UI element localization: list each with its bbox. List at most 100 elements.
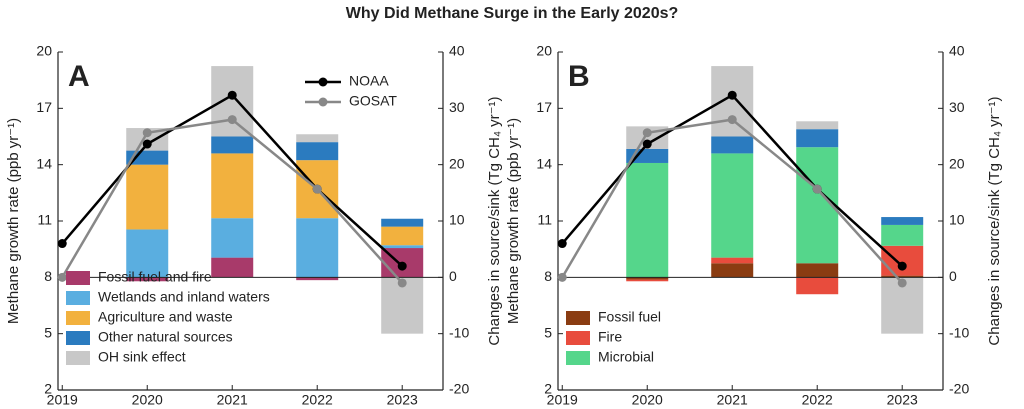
bar-segment: [711, 66, 754, 137]
y2-tick-label: 10: [449, 212, 465, 228]
x-tick-label: 2021: [717, 392, 748, 408]
line-marker: [312, 184, 322, 194]
y2-tick-label: 40: [449, 43, 465, 59]
bar-segment: [296, 218, 339, 278]
bar-segment: [711, 136, 754, 154]
y-tick-label: 20: [536, 43, 552, 59]
y2-tick-label: 20: [949, 155, 965, 171]
legend-swatch: [566, 311, 590, 325]
bar-segment: [711, 257, 754, 264]
y-tick-label: 17: [536, 99, 552, 115]
y-tick-label: 5: [544, 324, 552, 340]
legend-label: Agriculture and waste: [98, 309, 233, 325]
x-tick-label: 2023: [887, 392, 918, 408]
bar-segment: [211, 136, 254, 154]
bar-segment: [881, 245, 924, 276]
legend-swatch: [66, 291, 90, 305]
bar-segment: [211, 153, 254, 219]
bar-segment: [881, 275, 924, 278]
y-tick-label: 14: [536, 155, 552, 171]
bar-segment: [381, 226, 424, 246]
y-tick-label: 11: [37, 212, 52, 228]
legend-swatch: [66, 351, 90, 365]
x-tick-label: 2022: [302, 392, 333, 408]
chart-title: Why Did Methane Surge in the Early 2020s…: [346, 5, 679, 22]
line-marker: [227, 90, 237, 100]
legend-label: Fossil fuel: [598, 309, 661, 325]
bar-segment: [126, 150, 169, 165]
bar-segment: [381, 218, 424, 227]
legend-label: Fire: [598, 329, 622, 345]
y2-tick-label: 0: [449, 268, 457, 284]
y-tick-label: 8: [544, 268, 552, 284]
legend-swatch: [66, 271, 90, 285]
y-tick-label: 14: [36, 155, 52, 171]
bar-segment: [881, 217, 924, 225]
bar-segment: [626, 162, 669, 278]
line-marker: [727, 115, 737, 125]
x-tick-label: 2019: [547, 392, 578, 408]
bar-segment: [711, 153, 754, 258]
bar-segment: [126, 229, 169, 278]
legend-marker: [318, 77, 328, 87]
y2-tick-label: 0: [949, 268, 957, 284]
y-tick-label: 2: [44, 381, 52, 397]
x-tick-label: 2020: [132, 392, 163, 408]
bar-segment: [711, 263, 754, 278]
panel-label: A: [68, 60, 90, 93]
line-marker: [397, 261, 407, 271]
x-tick-label: 2019: [47, 392, 78, 408]
y2-tick-label: 30: [449, 99, 465, 115]
legend-swatch: [566, 351, 590, 365]
y-axis-label: Methane growth rate (ppb yr⁻¹): [5, 118, 22, 324]
line-marker: [57, 272, 67, 282]
legend-marker: [318, 97, 328, 107]
bar-segment: [881, 224, 924, 246]
y2-tick-label: -20: [949, 381, 969, 397]
x-tick-label: 2020: [632, 392, 663, 408]
bar-segment: [126, 164, 169, 230]
bar-segment: [296, 142, 339, 161]
y2-tick-label: 30: [949, 99, 965, 115]
bar-segment: [796, 263, 839, 278]
line-marker: [142, 128, 152, 138]
bar-segment: [211, 66, 254, 137]
y2-tick-label: 10: [949, 212, 965, 228]
bar-segment: [381, 245, 424, 249]
y-tick-label: 17: [36, 99, 52, 115]
x-tick-label: 2023: [387, 392, 418, 408]
line-marker: [642, 139, 652, 149]
y-tick-label: 11: [537, 212, 552, 228]
y2-axis-label: Changes in source/sink (Tg CH₄ yr⁻¹): [486, 96, 503, 345]
legend-label: GOSAT: [349, 93, 397, 109]
bar-segment: [211, 257, 254, 278]
y-tick-label: 2: [544, 381, 552, 397]
line-marker: [57, 239, 67, 249]
bar-segment: [626, 277, 669, 280]
bar-segment: [296, 277, 339, 281]
y-tick-label: 8: [44, 268, 52, 284]
y-axis-label: Methane growth rate (ppb yr⁻¹): [505, 118, 522, 324]
bar-segment: [626, 279, 669, 282]
line-marker: [142, 139, 152, 149]
bar-segment: [296, 134, 339, 143]
y2-tick-label: 40: [949, 43, 965, 59]
line-marker: [727, 90, 737, 100]
line-marker: [397, 278, 407, 288]
legend-label: Microbial: [598, 349, 654, 365]
y-tick-label: 5: [44, 324, 52, 340]
legend-swatch: [566, 331, 590, 345]
line-marker: [897, 261, 907, 271]
line-marker: [557, 239, 567, 249]
bar-segment: [126, 277, 169, 282]
legend-label: OH sink effect: [98, 349, 186, 365]
bar-segment: [796, 277, 839, 295]
line-marker: [812, 184, 822, 194]
x-tick-label: 2022: [802, 392, 833, 408]
panel-label: B: [568, 60, 590, 93]
legend-label: Other natural sources: [98, 329, 233, 345]
y2-axis-label: Changes in source/sink (Tg CH₄ yr⁻¹): [986, 96, 1003, 345]
y2-tick-label: -10: [949, 324, 969, 340]
line-marker: [227, 115, 237, 125]
